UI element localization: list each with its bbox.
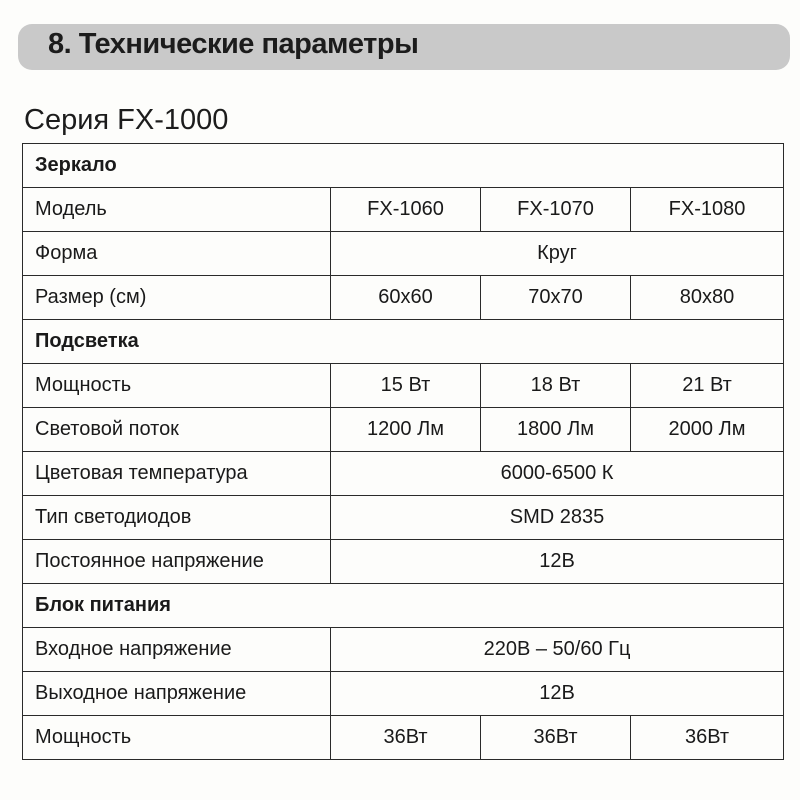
param-label: Выходное напряжение [22,671,331,716]
param-value: 18 Вт [480,363,631,408]
section-header: Подсветка [21,319,785,364]
param-value: 36Вт [330,715,481,760]
table-row: Входное напряжение 220В – 50/60 Гц [22,627,785,672]
section-banner: 8. Технические параметры [18,24,790,70]
table-row: Выходное напряжение 12В [22,671,785,716]
table-row: Световой поток 1200 Лм 1800 Лм 2000 Лм [22,407,785,452]
param-label: Мощность [22,363,331,408]
param-value: 15 Вт [330,363,481,408]
table-row: Тип светодиодов SMD 2835 [22,495,785,540]
param-value: 36Вт [480,715,631,760]
param-value: 60x60 [330,275,481,320]
param-value: 2000 Лм [629,407,785,452]
param-label: Мощность [22,715,331,760]
series-title: Серия FX-1000 [24,104,229,136]
param-label: Постоянное напряжение [22,539,331,584]
param-value: 220В – 50/60 Гц [329,627,785,672]
table-row: Цветовая температура 6000-6500 К [22,451,785,496]
param-value: 12В [329,539,785,584]
param-value: 1800 Лм [480,407,631,452]
section-header: Блок питания [21,583,785,628]
param-label: Модель [22,187,331,232]
section-row: Зеркало [21,143,785,188]
param-value: 70x70 [480,275,631,320]
specs-table: Зеркало Модель FX-1060 FX-1070 FX-1080 Форма К… [21,143,785,760]
section-row: Блок питания [21,583,785,628]
section-title: 8. Технические параметры [48,28,419,60]
param-value: 21 Вт [629,363,785,408]
table-row: Форма Круг [22,231,785,276]
param-value: 6000-6500 К [329,451,785,496]
param-value: FX-1080 [629,187,785,232]
param-value: FX-1060 [330,187,481,232]
param-label: Световой поток [22,407,331,452]
param-label: Тип светодиодов [22,495,331,540]
table-row: Модель FX-1060 FX-1070 FX-1080 [22,187,785,232]
param-label: Размер (см) [22,275,331,320]
param-value: SMD 2835 [329,495,785,540]
table-row: Мощность 36Вт 36Вт 36Вт [22,715,785,760]
param-value: 12В [329,671,785,716]
param-value: 36Вт [629,715,785,760]
param-label: Входное напряжение [22,627,331,672]
param-value: FX-1070 [480,187,631,232]
param-value: 1200 Лм [330,407,481,452]
table-row: Мощность 15 Вт 18 Вт 21 Вт [22,363,785,408]
section-header: Зеркало [21,143,785,188]
table-row: Размер (см) 60x60 70x70 80x80 [22,275,785,320]
param-value: Круг [329,231,785,276]
param-label: Цветовая температура [22,451,331,496]
param-value: 80x80 [629,275,785,320]
table-row: Постоянное напряжение 12В [22,539,785,584]
param-label: Форма [22,231,331,276]
section-row: Подсветка [21,319,785,364]
